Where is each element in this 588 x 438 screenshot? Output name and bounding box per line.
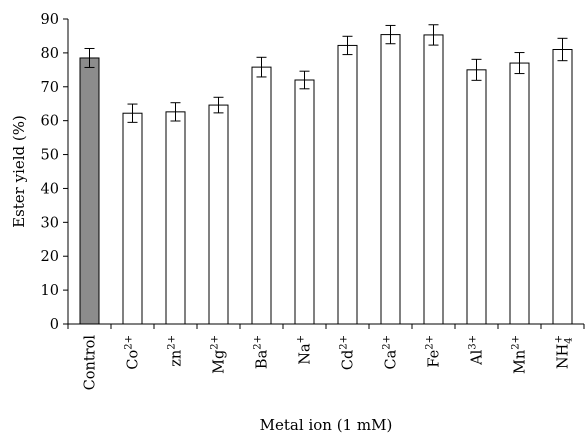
y-tick-label-50: 50 bbox=[41, 148, 59, 164]
x-label-zn2: zn2+ bbox=[167, 335, 185, 367]
x-label-superscript-cd2: 2+ bbox=[339, 335, 350, 350]
x-label-mg2: Mg2+ bbox=[210, 335, 228, 374]
y-axis-ticks: 0 10 20 30 40 50 60 70 80 90 bbox=[41, 12, 68, 333]
x-label-base-cd2: Cd bbox=[341, 350, 357, 370]
x-label-ca2: Ca2+ bbox=[382, 335, 400, 370]
x-label-superscript-nh4: + bbox=[554, 335, 565, 343]
x-label-fe2: Fe2+ bbox=[425, 335, 443, 368]
x-label-base-fe2: Fe bbox=[427, 350, 443, 368]
y-tick-label-40: 40 bbox=[41, 181, 59, 197]
x-label-base-al3: Al bbox=[470, 349, 486, 365]
x-label-base-ba2: Ba bbox=[255, 349, 271, 369]
x-label-base-co2: Co bbox=[126, 350, 142, 370]
x-label-base-mn2: Mn bbox=[513, 350, 529, 374]
y-tick-label-90: 90 bbox=[41, 12, 59, 28]
y-tick-label-70: 70 bbox=[41, 80, 59, 96]
bar-ba2 bbox=[252, 67, 271, 324]
bar-control bbox=[80, 58, 99, 324]
bar-nh4 bbox=[553, 50, 572, 325]
error-bars bbox=[85, 25, 568, 123]
y-tick-label-30: 30 bbox=[41, 215, 59, 231]
bar-na bbox=[295, 80, 314, 324]
x-axis-title: Metal ion (1 mM) bbox=[260, 416, 393, 434]
x-label-superscript-fe2: 2+ bbox=[425, 335, 436, 350]
x-label-control: Control bbox=[83, 335, 99, 391]
y-tick-label-60: 60 bbox=[41, 114, 59, 130]
bar-al3 bbox=[467, 70, 486, 324]
x-label-superscript-zn2: 2+ bbox=[167, 335, 178, 350]
x-label-cd2: Cd2+ bbox=[339, 335, 357, 370]
bar-mn2 bbox=[510, 63, 529, 324]
y-tick-label-0: 0 bbox=[50, 317, 59, 333]
y-axis-title: Ester yield (%) bbox=[10, 115, 28, 228]
x-label-superscript-al3: 3+ bbox=[468, 335, 479, 350]
y-tick-label-20: 20 bbox=[41, 249, 59, 265]
x-axis-ticks bbox=[68, 324, 584, 329]
x-label-base-nh4: NH bbox=[556, 344, 572, 369]
x-label-base-zn2: zn bbox=[169, 350, 185, 367]
x-label-base-na: Na bbox=[298, 343, 314, 365]
bar-mg2 bbox=[209, 105, 228, 324]
x-label-superscript-mn2: 2+ bbox=[511, 335, 522, 350]
x-label-na: Na+ bbox=[296, 335, 314, 365]
x-label-superscript-ba2: 2+ bbox=[253, 335, 264, 350]
category-labels: Control Co2+zn2+Mg2+Ba2+Na+Cd2+Ca2+Fe2+Al… bbox=[83, 335, 575, 391]
x-label-mn2: Mn2+ bbox=[511, 335, 529, 374]
bar-fe2 bbox=[424, 35, 443, 324]
x-label-base-mg2: Mg bbox=[212, 350, 228, 374]
x-label-base-ca2: Ca bbox=[384, 349, 400, 369]
x-label-superscript-ca2: 2+ bbox=[382, 335, 393, 350]
y-tick-label-80: 80 bbox=[41, 46, 59, 62]
x-label-co2: Co2+ bbox=[124, 335, 142, 370]
bar-co2 bbox=[123, 113, 142, 324]
y-tick-label-10: 10 bbox=[41, 283, 59, 299]
x-label-superscript-co2: 2+ bbox=[124, 335, 135, 350]
bars bbox=[80, 35, 572, 324]
x-label-nh4: NH4+ bbox=[554, 335, 575, 369]
x-label-ba2: Ba2+ bbox=[253, 335, 271, 369]
x-label-superscript-mg2: 2+ bbox=[210, 335, 221, 350]
x-label-subscript-nh4: 4 bbox=[564, 337, 575, 343]
x-label-base-control: Control bbox=[83, 335, 99, 391]
x-label-superscript-na: + bbox=[296, 335, 307, 343]
x-label-al3: Al3+ bbox=[468, 335, 486, 366]
bar-ca2 bbox=[381, 35, 400, 324]
bar-zn2 bbox=[166, 112, 185, 324]
bar-cd2 bbox=[338, 45, 357, 324]
